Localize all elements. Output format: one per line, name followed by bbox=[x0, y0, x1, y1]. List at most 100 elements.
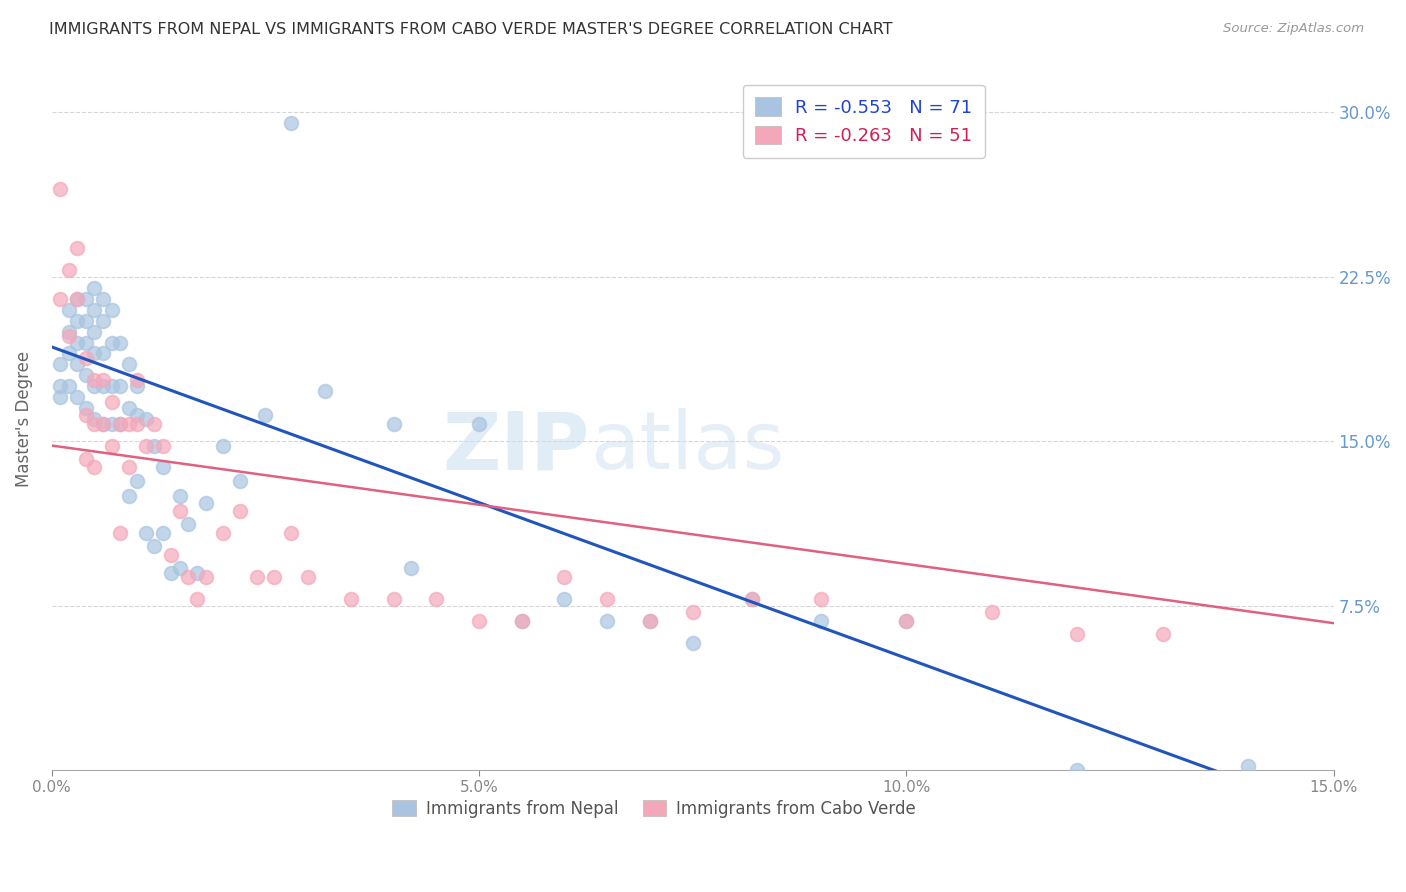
Point bbox=[58, 325, 80, 339]
Point bbox=[468, 417, 491, 431]
Point bbox=[75, 451, 97, 466]
Point bbox=[91, 417, 114, 431]
Point bbox=[160, 566, 183, 580]
Point bbox=[75, 292, 97, 306]
Point bbox=[127, 417, 149, 431]
Point bbox=[91, 292, 114, 306]
Point bbox=[638, 614, 661, 628]
Point bbox=[75, 335, 97, 350]
Point bbox=[638, 614, 661, 628]
Point bbox=[280, 526, 302, 541]
Point bbox=[194, 570, 217, 584]
Point bbox=[314, 384, 336, 398]
Point bbox=[425, 592, 447, 607]
Point bbox=[152, 439, 174, 453]
Point bbox=[263, 570, 285, 584]
Point bbox=[83, 379, 105, 393]
Point bbox=[83, 412, 105, 426]
Point bbox=[169, 561, 191, 575]
Point bbox=[83, 302, 105, 317]
Point bbox=[152, 460, 174, 475]
Point bbox=[66, 313, 89, 327]
Point bbox=[66, 390, 89, 404]
Point bbox=[211, 439, 233, 453]
Point bbox=[596, 592, 619, 607]
Point bbox=[1066, 763, 1088, 777]
Point bbox=[152, 526, 174, 541]
Point bbox=[143, 439, 166, 453]
Point bbox=[980, 605, 1002, 619]
Point bbox=[49, 292, 72, 306]
Point bbox=[340, 592, 363, 607]
Point bbox=[49, 390, 72, 404]
Point bbox=[75, 351, 97, 365]
Point bbox=[91, 346, 114, 360]
Point bbox=[66, 358, 89, 372]
Point bbox=[127, 474, 149, 488]
Point bbox=[280, 116, 302, 130]
Point bbox=[108, 417, 131, 431]
Point bbox=[58, 329, 80, 343]
Point bbox=[100, 417, 122, 431]
Point bbox=[177, 570, 200, 584]
Point bbox=[83, 417, 105, 431]
Point bbox=[100, 439, 122, 453]
Point bbox=[399, 561, 422, 575]
Point bbox=[91, 373, 114, 387]
Point bbox=[1066, 627, 1088, 641]
Point bbox=[896, 614, 918, 628]
Point bbox=[118, 489, 141, 503]
Point bbox=[49, 358, 72, 372]
Point bbox=[254, 408, 277, 422]
Point bbox=[91, 379, 114, 393]
Point bbox=[100, 379, 122, 393]
Text: atlas: atlas bbox=[591, 409, 785, 486]
Point bbox=[118, 401, 141, 416]
Point bbox=[83, 460, 105, 475]
Point bbox=[510, 614, 533, 628]
Point bbox=[1237, 758, 1260, 772]
Text: ZIP: ZIP bbox=[443, 409, 591, 486]
Point bbox=[91, 417, 114, 431]
Point bbox=[596, 614, 619, 628]
Point bbox=[75, 408, 97, 422]
Point bbox=[135, 412, 157, 426]
Point bbox=[229, 504, 252, 518]
Point bbox=[229, 474, 252, 488]
Point bbox=[194, 495, 217, 509]
Point bbox=[127, 408, 149, 422]
Point bbox=[49, 379, 72, 393]
Point bbox=[118, 460, 141, 475]
Point bbox=[143, 417, 166, 431]
Point bbox=[896, 614, 918, 628]
Point bbox=[83, 281, 105, 295]
Point bbox=[382, 592, 405, 607]
Point bbox=[66, 292, 89, 306]
Point bbox=[108, 526, 131, 541]
Text: Source: ZipAtlas.com: Source: ZipAtlas.com bbox=[1223, 22, 1364, 36]
Point bbox=[100, 302, 122, 317]
Point bbox=[169, 489, 191, 503]
Point bbox=[160, 548, 183, 562]
Point bbox=[66, 335, 89, 350]
Point bbox=[75, 401, 97, 416]
Point bbox=[75, 313, 97, 327]
Point bbox=[169, 504, 191, 518]
Y-axis label: Master's Degree: Master's Degree bbox=[15, 351, 32, 487]
Point bbox=[468, 614, 491, 628]
Point bbox=[108, 335, 131, 350]
Point bbox=[682, 636, 704, 650]
Point bbox=[135, 526, 157, 541]
Point bbox=[186, 566, 208, 580]
Point bbox=[83, 325, 105, 339]
Point bbox=[741, 592, 763, 607]
Point bbox=[1152, 627, 1174, 641]
Legend: Immigrants from Nepal, Immigrants from Cabo Verde: Immigrants from Nepal, Immigrants from C… bbox=[385, 794, 922, 825]
Point bbox=[66, 292, 89, 306]
Point bbox=[66, 241, 89, 255]
Point bbox=[118, 417, 141, 431]
Point bbox=[83, 373, 105, 387]
Point bbox=[118, 358, 141, 372]
Point bbox=[810, 614, 832, 628]
Point bbox=[75, 368, 97, 383]
